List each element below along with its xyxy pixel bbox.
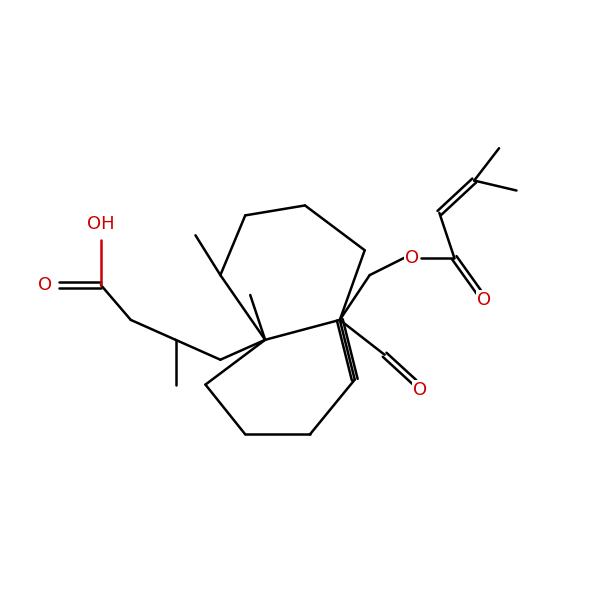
Text: O: O (413, 380, 428, 398)
Text: O: O (477, 291, 491, 309)
Text: O: O (405, 248, 419, 266)
Text: OH: OH (87, 215, 115, 233)
Text: O: O (38, 276, 52, 294)
